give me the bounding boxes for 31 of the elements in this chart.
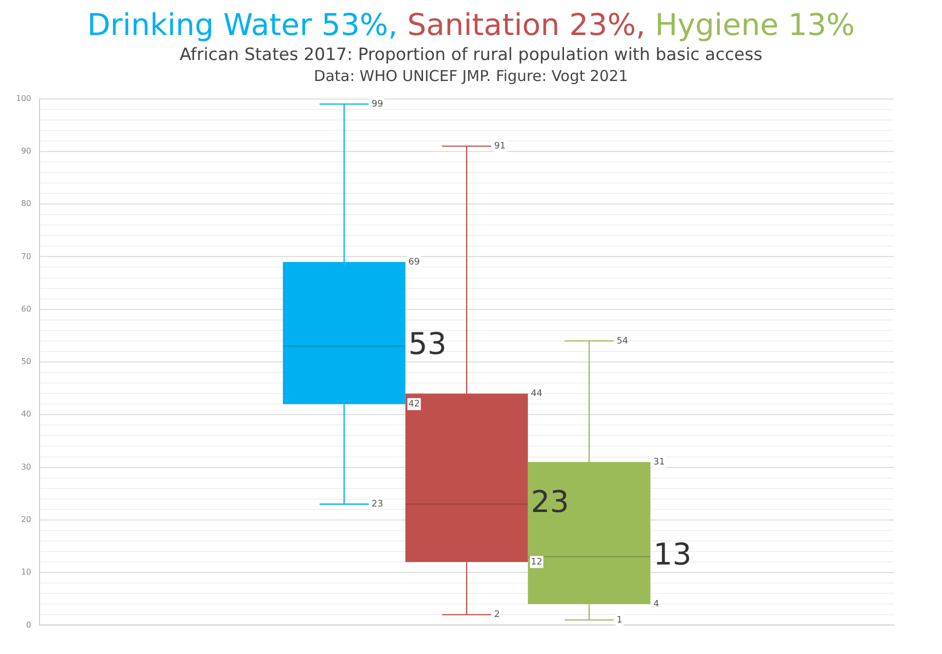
annotation: 53	[408, 327, 447, 362]
annotation: 23	[372, 499, 384, 510]
annotation: 13	[653, 538, 692, 573]
annotation: 54	[616, 336, 628, 346]
annotation: 4	[653, 599, 660, 610]
annotation: 12	[530, 557, 542, 568]
y-tick-label: 20	[21, 515, 32, 524]
y-tick-label: 40	[21, 410, 32, 419]
annotation: 42	[408, 399, 420, 410]
y-tick-label: 70	[21, 252, 32, 261]
annotation: 91	[494, 142, 506, 152]
text: Drinking Water 53%,	[87, 8, 399, 43]
annotation: 99	[372, 99, 384, 110]
y-tick-label: 10	[21, 568, 32, 577]
chart-subtitle: Data: WHO UNICEF JMP. Figure: Vogt 2021	[312, 66, 630, 86]
y-tick-label: 30	[21, 462, 32, 472]
y-tick-label: 80	[21, 199, 32, 208]
annotation: 69	[408, 257, 420, 268]
text: Sanitation 23%,	[407, 8, 646, 43]
annotation: 2	[494, 610, 500, 620]
y-tick-label: 0	[26, 620, 32, 630]
y-tick-label: 100	[16, 94, 32, 103]
chart-title: African States 2017: Proportion of rural population with basic access	[178, 44, 764, 66]
annotation: 44	[530, 388, 543, 399]
annotation: 31	[653, 457, 665, 468]
text: Hygiene 13%	[654, 8, 855, 43]
y-tick-label: 60	[21, 304, 32, 314]
y-tick-label: 50	[21, 357, 32, 366]
y-tick-label: 90	[21, 146, 32, 156]
annotation: 23	[530, 484, 570, 520]
annotation: 1	[616, 615, 622, 626]
